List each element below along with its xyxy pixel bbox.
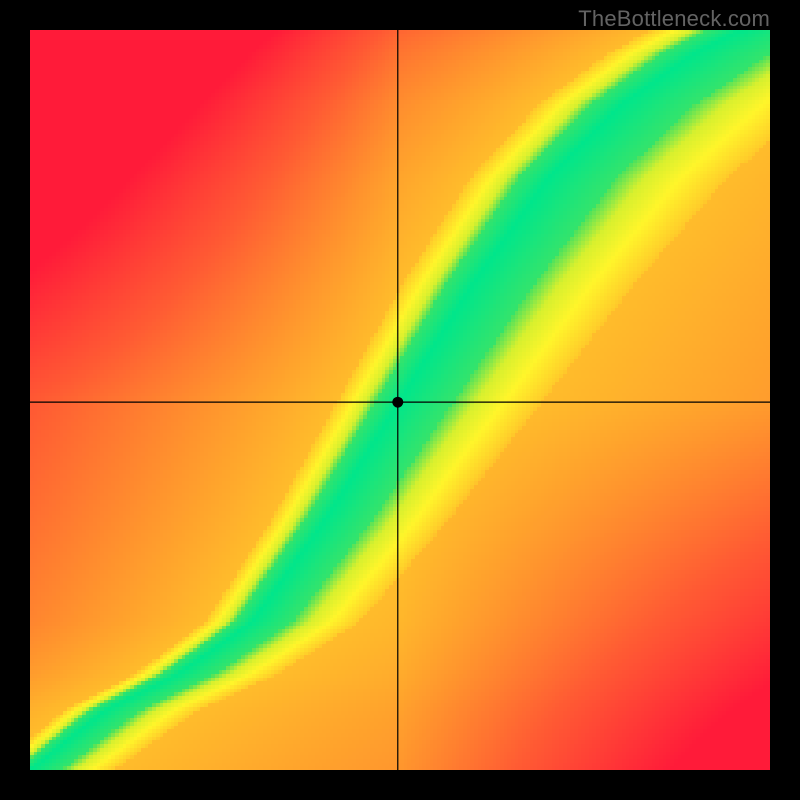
bottleneck-heatmap-canvas [0,0,800,800]
chart-frame: TheBottleneck.com [0,0,800,800]
watermark-text: TheBottleneck.com [578,6,770,32]
